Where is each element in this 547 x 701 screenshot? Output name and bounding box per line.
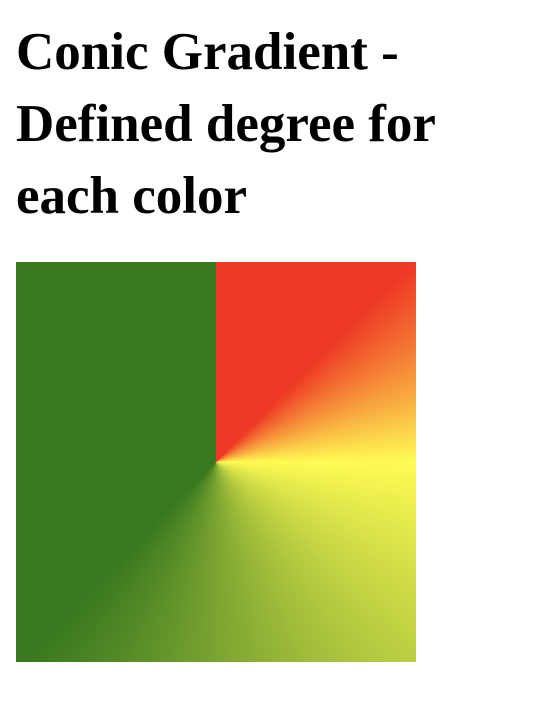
conic-gradient-square <box>16 262 416 662</box>
page-title: Conic Gradient - Defined degree for each… <box>16 23 435 225</box>
